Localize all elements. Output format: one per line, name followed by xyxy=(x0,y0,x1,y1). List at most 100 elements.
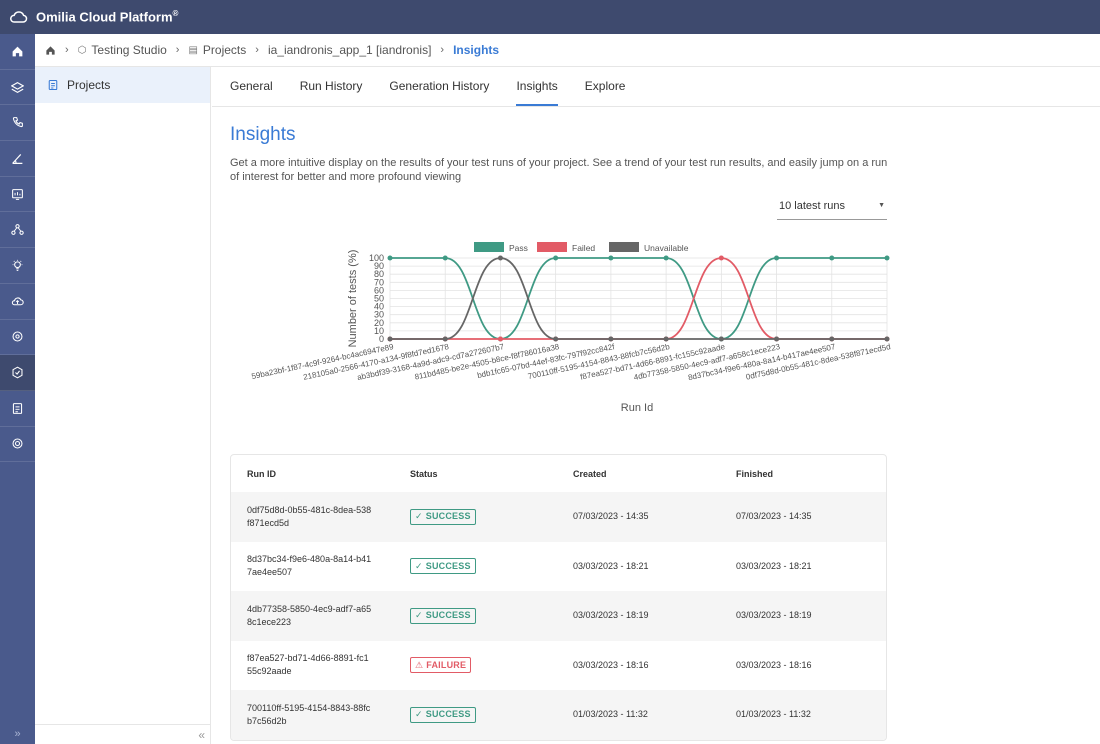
rail-network-icon[interactable] xyxy=(0,212,35,249)
chevron-right-icon: › xyxy=(175,44,180,56)
breadcrumb-project[interactable]: ia_iandronis_app_1 [iandronis] xyxy=(267,43,432,57)
column-header-run-id[interactable]: Run ID xyxy=(247,468,276,479)
breadcrumb-current: Insights xyxy=(453,43,500,57)
tab-explore[interactable]: Explore xyxy=(584,79,626,93)
cell-status: ✓ SUCCESS xyxy=(394,591,557,641)
rail-settings-icon[interactable] xyxy=(0,320,35,356)
chevron-right-icon: › xyxy=(440,44,445,56)
breadcrumb-projects[interactable]: ▤ Projects xyxy=(188,43,247,57)
y-tick-label: 30 xyxy=(374,310,384,320)
document-icon: ▤ xyxy=(188,44,198,56)
y-tick-label: 10 xyxy=(374,326,384,336)
rail-home-icon[interactable] xyxy=(0,34,35,70)
column-header-finished[interactable]: Finished xyxy=(736,468,774,479)
cell-finished: 07/03/2023 - 14:35 xyxy=(720,492,886,542)
series-point xyxy=(608,336,614,342)
series-point xyxy=(497,336,503,342)
cloud-logo-icon[interactable] xyxy=(8,6,30,28)
rail-angle-icon[interactable] xyxy=(0,141,35,177)
tab-run-history[interactable]: Run History xyxy=(299,79,363,93)
status-badge: ✓ SUCCESS xyxy=(410,508,476,525)
breadcrumb-testing-studio[interactable]: ⬡ Testing Studio xyxy=(77,43,167,57)
runs-count-select[interactable]: 10 latest runs ▼ xyxy=(777,192,887,220)
cell-created: 03/03/2023 - 18:21 xyxy=(573,560,649,571)
cell-created: 03/03/2023 - 18:19 xyxy=(557,591,720,641)
cell-finished: 03/03/2023 - 18:16 xyxy=(736,659,812,670)
rail-testing-studio-icon[interactable] xyxy=(0,355,35,391)
check-circle-icon: ✓ xyxy=(415,709,423,720)
page-title: Insights xyxy=(230,124,296,145)
check-circle-icon: ✓ xyxy=(415,560,423,571)
chevron-right-icon: › xyxy=(255,44,259,56)
breadcrumb-home-icon[interactable] xyxy=(45,45,56,56)
legend-swatch xyxy=(537,242,567,252)
app-title: Omilia Cloud Platform® xyxy=(36,9,179,25)
series-point xyxy=(553,336,559,342)
series-point xyxy=(884,255,890,261)
runs-table: Run ID Status Created Finished 0df75d8d-… xyxy=(230,454,887,741)
table-row[interactable]: 0df75d8d-0b55-481c-8dea-538f871ecd5d ✓ SUC… xyxy=(231,492,886,542)
tab-bar: General Run History Generation History I… xyxy=(212,67,1100,107)
rail-phone-icon[interactable] xyxy=(0,105,35,142)
hexagon-icon: ⬡ xyxy=(77,44,87,56)
sidebar-item-label: Projects xyxy=(67,78,111,92)
collapse-sidebar-icon[interactable]: « xyxy=(35,724,211,744)
tab-generation-history[interactable]: Generation History xyxy=(389,79,490,93)
series-point xyxy=(718,255,724,261)
y-tick-label: 0 xyxy=(379,334,384,344)
cell-finished: 01/03/2023 - 11:32 xyxy=(720,690,886,740)
series-point xyxy=(663,336,669,342)
cell-run-id[interactable]: 0df75d8d-0b55-481c-8dea-538f871ecd5d xyxy=(231,492,394,542)
check-circle-icon: ✓ xyxy=(415,610,423,621)
sidebar: Projects « xyxy=(35,67,211,744)
sidebar-item-projects[interactable]: Projects xyxy=(35,67,210,103)
y-tick-label: 60 xyxy=(374,285,384,295)
projects-document-icon xyxy=(48,79,58,91)
rail-report-icon[interactable] xyxy=(0,391,35,427)
chevron-right-icon: › xyxy=(65,44,69,56)
rail-support-icon[interactable] xyxy=(0,427,35,463)
series-point xyxy=(608,255,614,261)
breadcrumb: › ⬡ Testing Studio › ▤ Projects › ia_iandr… xyxy=(35,34,1100,67)
rail-layers-icon[interactable] xyxy=(0,70,35,106)
cell-created: 07/03/2023 - 14:35 xyxy=(557,492,720,542)
series-point xyxy=(442,255,448,261)
column-header-created[interactable]: Created xyxy=(573,468,607,479)
cell-run-id[interactable]: f87ea527-bd71-4d66-8891-fc155c92aade xyxy=(247,653,369,677)
y-tick-label: 20 xyxy=(374,318,384,328)
main-content: General Run History Generation History I… xyxy=(212,67,1100,744)
icon-rail: » xyxy=(0,34,35,744)
cell-run-id[interactable]: 700110ff-5195-4154-8843-88fcb7c56d2b xyxy=(231,690,394,740)
y-axis-label: Number of tests (%) xyxy=(347,250,359,348)
status-badge: ✓ SUCCESS xyxy=(410,607,476,624)
series-point xyxy=(718,336,724,342)
rail-cloud-upload-icon[interactable] xyxy=(0,284,35,320)
rail-lightbulb-icon[interactable] xyxy=(0,248,35,284)
series-point xyxy=(497,255,503,261)
status-badge: ✓ SUCCESS xyxy=(410,706,476,723)
cell-status: ✓ SUCCESS xyxy=(394,492,557,542)
series-point xyxy=(663,255,669,261)
legend-swatch xyxy=(609,242,639,252)
series-point xyxy=(553,255,559,261)
cell-status: ✓ SUCCESS xyxy=(394,690,557,740)
table-row[interactable]: f87ea527-bd71-4d66-8891-fc155c92aade ⚠ FAI… xyxy=(231,641,886,691)
rail-dashboard-icon[interactable] xyxy=(0,177,35,213)
series-point xyxy=(774,255,780,261)
cell-run-id[interactable]: 4db77358-5850-4ec9-adf7-a658c1ece223 xyxy=(231,591,394,641)
y-tick-label: 80 xyxy=(374,269,384,279)
table-row[interactable]: 4db77358-5850-4ec9-adf7-a658c1ece223 ✓ SUC… xyxy=(231,591,886,641)
table-row[interactable]: 700110ff-5195-4154-8843-88fcb7c56d2b ✓ SUC… xyxy=(231,690,886,740)
y-tick-label: 70 xyxy=(374,277,384,287)
tab-insights[interactable]: Insights xyxy=(516,79,558,106)
x-axis-label: Run Id xyxy=(621,402,653,414)
cell-created: 03/03/2023 - 18:16 xyxy=(573,659,649,670)
legend-label: Failed xyxy=(572,243,595,253)
tab-general[interactable]: General xyxy=(230,79,273,93)
expand-rail-icon[interactable]: » xyxy=(14,728,21,740)
status-badge: ✓ SUCCESS xyxy=(410,558,476,575)
cell-run-id[interactable]: 8d37bc34-f9e6-480a-8a14-b417ae4ee507 xyxy=(247,554,372,578)
column-header-status[interactable]: Status xyxy=(410,468,438,479)
table-row[interactable]: 8d37bc34-f9e6-480a-8a14-b417ae4ee507 ✓ SUC… xyxy=(231,542,886,592)
legend-swatch xyxy=(474,242,504,252)
